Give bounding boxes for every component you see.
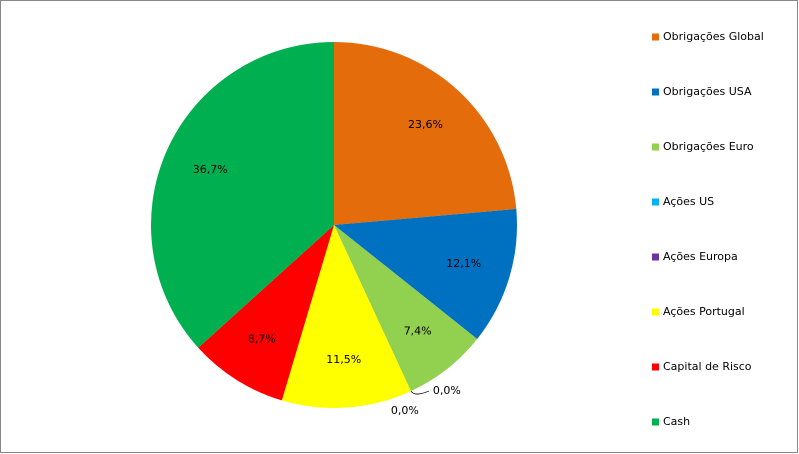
legend-label: Ações Europa	[663, 250, 738, 263]
legend-label: Ações US	[663, 195, 714, 208]
legend-label: Obrigações Euro	[663, 140, 754, 153]
legend-label: Ações Portugal	[663, 305, 745, 318]
data-label: 36,7%	[193, 163, 228, 176]
data-label: 0,0%	[391, 404, 419, 417]
legend-swatch	[652, 143, 659, 151]
data-label: 0,0%	[433, 384, 461, 397]
legend-swatch	[652, 418, 659, 426]
legend-swatch	[652, 88, 659, 96]
data-label: 23,6%	[408, 118, 443, 131]
pie-slice	[334, 42, 517, 225]
legend-swatch	[652, 308, 659, 316]
legend-swatch	[652, 33, 659, 41]
legend-swatch	[652, 198, 659, 206]
legend-swatch	[652, 253, 659, 261]
pie-slice	[334, 225, 478, 392]
pie-slice	[334, 208, 517, 339]
legend-swatch	[652, 363, 659, 371]
data-label: 11,5%	[326, 353, 361, 366]
legend-label: Obrigações USA	[663, 85, 752, 98]
legend-label: Cash	[663, 415, 690, 428]
legend-label: Obrigações Global	[663, 30, 764, 43]
pie-slice	[281, 225, 411, 409]
data-label: 12,1%	[446, 257, 481, 270]
data-label: 7,4%	[404, 324, 432, 337]
data-label: 8,7%	[248, 333, 276, 346]
pie-slice	[198, 225, 334, 401]
pie-slice	[150, 41, 334, 348]
leader-line	[410, 390, 430, 395]
legend-label: Capital de Risco	[663, 360, 752, 373]
